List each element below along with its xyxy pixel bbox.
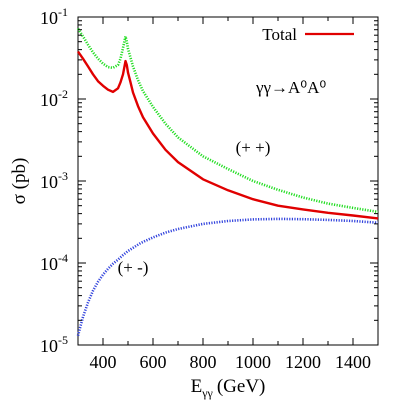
y-tick-label: 10-2: [40, 87, 68, 110]
y-tick-label: 10-1: [40, 5, 68, 28]
annotation-plus-minus: (+ -): [118, 258, 149, 277]
series-plus-plus-line: [76, 27, 379, 214]
y-tick-exponent: -4: [58, 251, 68, 265]
ticks-layer: 400 600 800 1000 1200 140010-510-410-310-210-…: [40, 5, 379, 372]
x-tick-label: 400: [90, 352, 117, 372]
x-tick-label: 1000: [235, 352, 271, 372]
x-tick-label: 600: [140, 352, 167, 372]
x-axis-title-main: E: [191, 376, 203, 397]
x-axis-title-unit: (GeV): [217, 376, 266, 397]
x-tick-label: 800: [190, 352, 217, 372]
process-label: γγ→A⁰A⁰: [255, 78, 326, 97]
y-tick-base: 10: [40, 90, 58, 110]
series-layer: [76, 27, 379, 337]
y-tick-label: 10-3: [40, 169, 68, 192]
y-tick-base: 10: [40, 254, 58, 274]
legend: Total: [262, 25, 354, 44]
y-tick-exponent: -3: [58, 169, 68, 183]
x-axis-title-subscript: γγ: [201, 386, 213, 400]
y-tick-label: 10-4: [40, 251, 68, 274]
y-tick-base: 10: [40, 8, 58, 28]
legend-label-total: Total: [262, 25, 297, 44]
x-tick-label: 1200: [285, 352, 321, 372]
series-total-line: [77, 50, 379, 220]
y-tick-label: 10-5: [40, 333, 68, 356]
series-plus-minus-line: [76, 217, 379, 337]
y-tick-base: 10: [40, 172, 58, 192]
x-axis-title: Eγγ (GeV): [191, 376, 266, 400]
plot-area: 400 600 800 1000 1200 140010-510-410-310-210-…: [40, 5, 379, 372]
y-axis-title: σ (pb): [9, 158, 30, 205]
y-tick-exponent: -1: [58, 5, 68, 19]
annotation-plus-plus: (+ +): [236, 138, 271, 157]
y-tick-exponent: -5: [58, 333, 68, 347]
y-tick-exponent: -2: [58, 87, 68, 101]
plot-frame: [77, 16, 379, 346]
y-tick-base: 10: [40, 336, 58, 356]
x-tick-label: 1400: [335, 352, 371, 372]
